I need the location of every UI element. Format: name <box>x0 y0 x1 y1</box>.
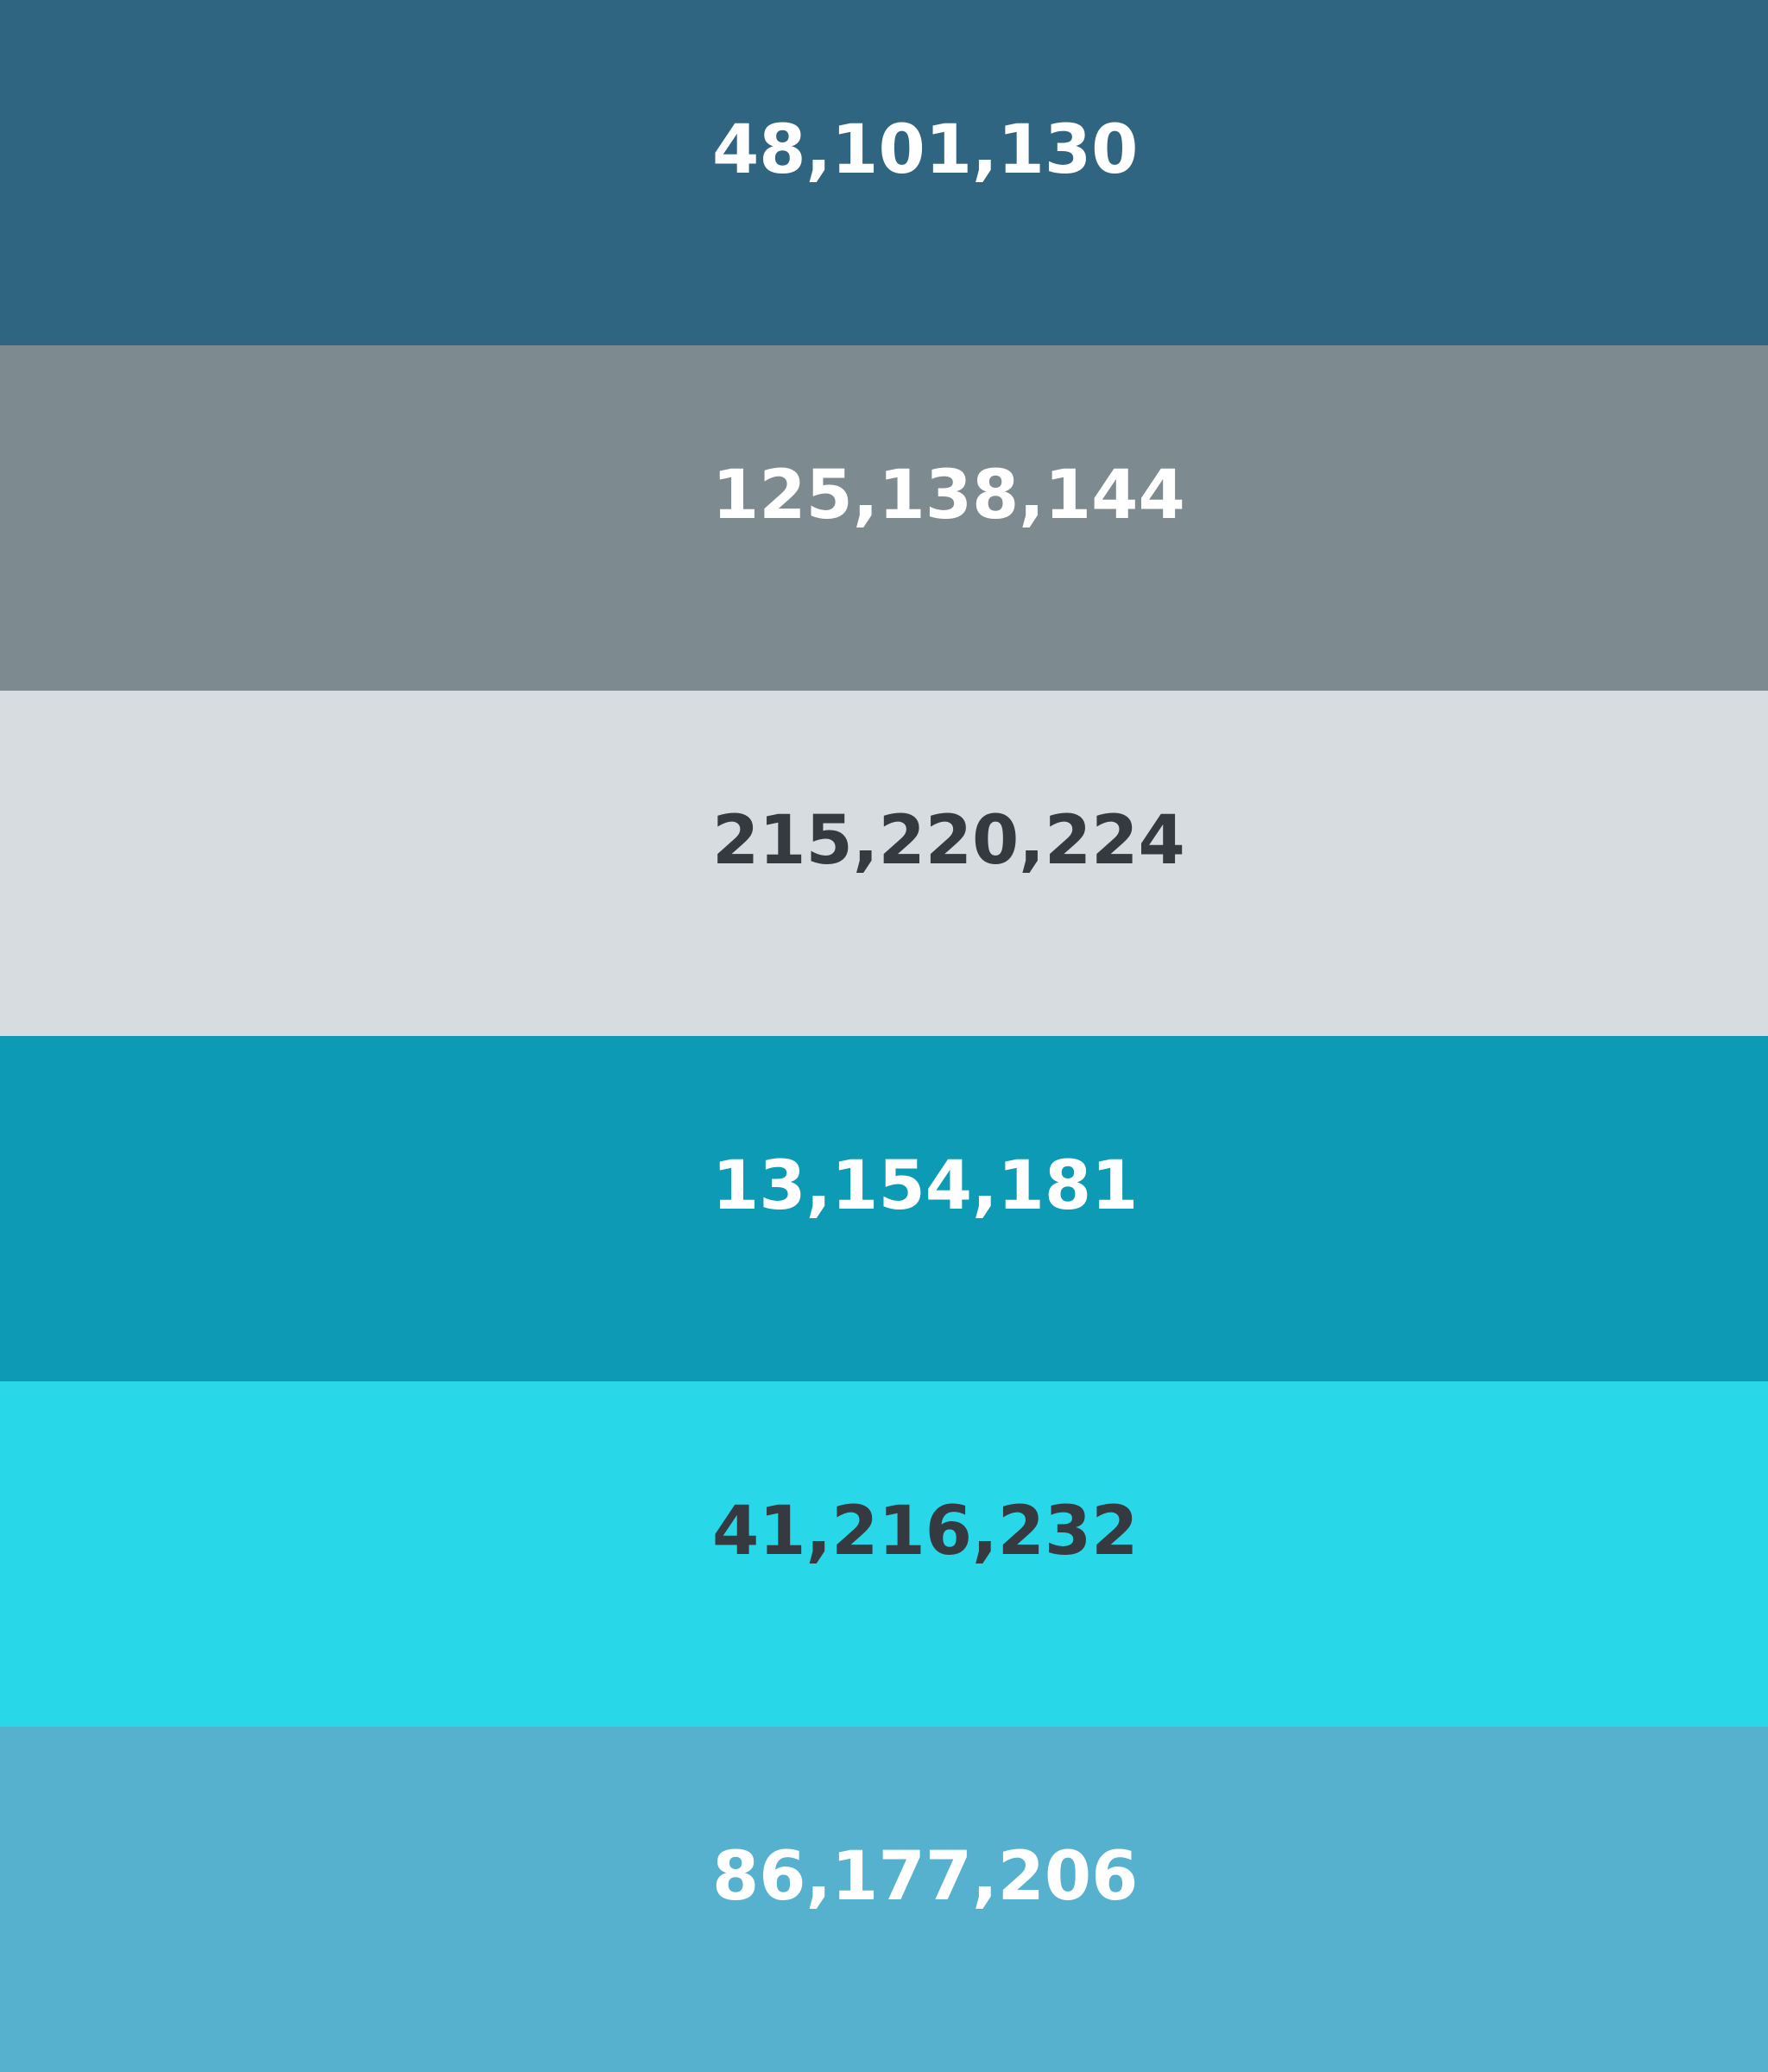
color-swatch-2: 125,138,144 <box>0 345 1768 691</box>
color-swatch-3: 215,220,224 <box>0 691 1768 1036</box>
color-swatch-4: 13,154,181 <box>0 1036 1768 1381</box>
swatch-label-1: 48,101,130 <box>712 111 1139 189</box>
color-swatch-1: 48,101,130 <box>0 0 1768 345</box>
swatch-label-5: 41,216,232 <box>712 1493 1139 1570</box>
swatch-label-3: 215,220,224 <box>712 802 1185 880</box>
color-swatch-5: 41,216,232 <box>0 1381 1768 1727</box>
swatch-label-4: 13,154,181 <box>712 1147 1139 1225</box>
swatch-label-6: 86,177,206 <box>712 1838 1139 1916</box>
color-swatch-6: 86,177,206 <box>0 1727 1768 2072</box>
swatch-label-2: 125,138,144 <box>712 457 1185 534</box>
